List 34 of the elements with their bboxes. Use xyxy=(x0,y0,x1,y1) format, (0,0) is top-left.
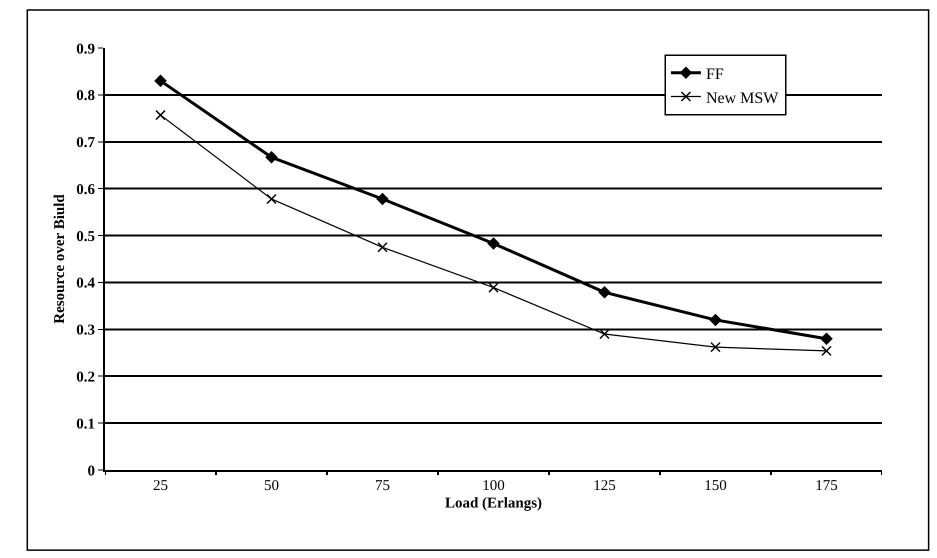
x-tick-label: 100 xyxy=(482,478,505,494)
x-tick-label: 150 xyxy=(704,478,727,494)
point xyxy=(710,314,722,326)
y-tick-label: 0 xyxy=(88,463,95,480)
point xyxy=(377,242,388,253)
y-tick-label: 0.6 xyxy=(76,182,96,198)
point xyxy=(488,238,500,250)
y-tick-label: 0.3 xyxy=(76,322,95,339)
y-tick-label: 0.9 xyxy=(76,41,95,58)
y-axis-title: Resource over Biuld xyxy=(52,194,68,324)
y-tick-label: 0.2 xyxy=(76,369,95,386)
x-tick-label: 175 xyxy=(815,478,838,494)
y-tick-label: 0.5 xyxy=(76,228,95,245)
x-axis-title: Load (Erlangs) xyxy=(444,496,542,512)
point xyxy=(488,282,499,293)
point xyxy=(266,151,278,164)
point xyxy=(598,286,610,298)
point xyxy=(710,342,721,352)
point xyxy=(266,194,277,204)
point xyxy=(820,332,832,345)
y-tick-label: 0.7 xyxy=(76,135,96,152)
point xyxy=(154,74,166,87)
y-tick-label: 0.8 xyxy=(76,88,95,104)
point xyxy=(376,193,388,205)
point xyxy=(155,110,166,120)
x-tick-label: 50 xyxy=(264,478,279,494)
x-tick-label: 125 xyxy=(593,478,616,494)
legend-label: FF xyxy=(706,66,724,83)
legend-label: New MSW xyxy=(706,90,780,107)
point xyxy=(821,346,832,356)
y-tick-label: 0.1 xyxy=(76,416,95,432)
y-tick-label: 0.4 xyxy=(76,276,96,292)
x-tick-label: 25 xyxy=(153,478,168,494)
x-tick-label: 75 xyxy=(375,478,390,494)
